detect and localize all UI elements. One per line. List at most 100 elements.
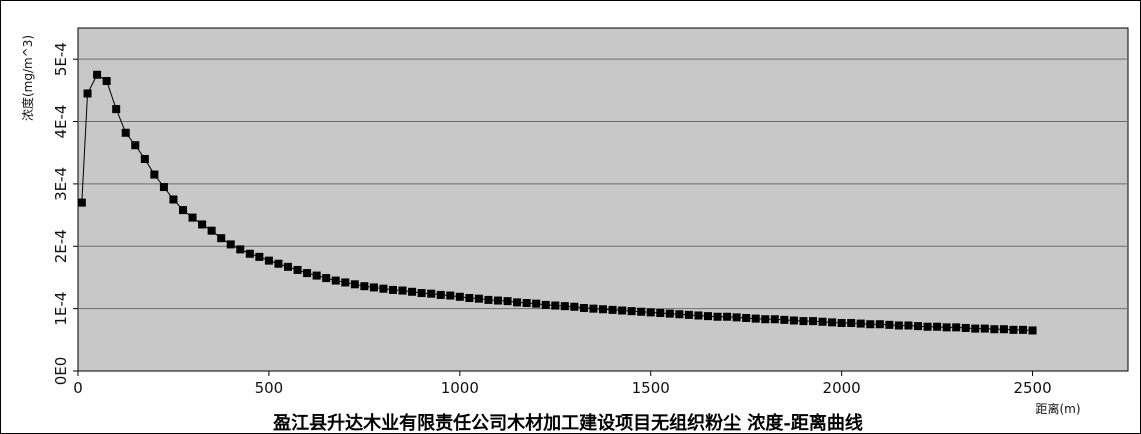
data-point: [446, 291, 455, 300]
data-point: [341, 278, 350, 287]
data-point: [93, 70, 102, 79]
data-point: [875, 320, 884, 329]
data-point: [579, 304, 588, 313]
data-point: [1019, 325, 1027, 334]
data-point: [665, 309, 674, 318]
grid-lines: [78, 58, 1128, 310]
data-point: [427, 289, 436, 298]
data-point: [150, 170, 159, 179]
data-point: [637, 307, 646, 316]
data-point: [494, 296, 502, 305]
data-point: [847, 318, 856, 327]
data-point: [761, 315, 770, 324]
data-point: [169, 195, 178, 204]
data-point: [217, 234, 226, 243]
data-point: [971, 324, 980, 333]
data-point: [694, 311, 703, 320]
data-point: [999, 325, 1008, 334]
data-point: [894, 321, 903, 330]
data-point: [436, 290, 445, 299]
data-point: [942, 323, 951, 332]
data-point: [904, 321, 913, 330]
data-point: [331, 276, 340, 285]
data-point: [264, 256, 273, 265]
data-point: [684, 310, 693, 319]
data-point: [961, 323, 970, 332]
data-point: [112, 105, 121, 114]
data-point: [522, 299, 531, 308]
data-point: [83, 89, 92, 98]
chart-title: 盈江县升达木业有限责任公司木材加工建设项目无组织粉尘 浓度-距离曲线: [272, 412, 863, 434]
data-point: [77, 198, 86, 207]
data-point: [732, 313, 741, 322]
data-point: [474, 294, 483, 303]
x-tick-label: 500: [255, 379, 284, 397]
data-point: [914, 322, 922, 331]
x-tick-label: 1500: [632, 379, 670, 397]
data-point: [303, 269, 312, 278]
plot-area: [77, 27, 1129, 372]
data-point: [723, 312, 732, 321]
data-point: [799, 317, 808, 326]
data-point: [226, 240, 235, 249]
data-point: [933, 322, 942, 331]
data-point: [503, 297, 512, 306]
data-point: [198, 220, 207, 229]
data-point: [866, 320, 875, 329]
data-point: [885, 320, 894, 329]
y-tick-label: 5E-4: [52, 42, 70, 76]
data-point: [532, 299, 541, 308]
data-point: [140, 154, 149, 163]
data-point: [1028, 326, 1037, 335]
data-point: [484, 295, 493, 304]
data-point: [513, 298, 522, 307]
data-point: [312, 271, 321, 280]
data-point: [236, 245, 245, 254]
data-point: [618, 306, 627, 315]
y-axis-label: 浓度(mg/m^3): [20, 35, 35, 121]
data-point: [856, 319, 865, 328]
data-point: [608, 305, 617, 314]
data-point: [770, 315, 779, 324]
data-point: [627, 307, 636, 316]
data-point: [742, 313, 751, 322]
data-point: [704, 312, 712, 321]
series-concentration: [77, 70, 1037, 335]
data-point: [828, 318, 837, 327]
data-point: [589, 304, 598, 313]
data-point: [379, 284, 388, 293]
data-point: [274, 259, 283, 268]
data-point: [713, 312, 722, 321]
data-point: [656, 309, 665, 317]
data-point: [179, 206, 187, 215]
data-point: [159, 183, 168, 192]
y-tick-label: 0E0: [52, 357, 70, 386]
y-tick-label: 4E-4: [52, 105, 70, 139]
data-point: [255, 252, 264, 261]
data-point: [646, 308, 655, 317]
data-point: [322, 274, 331, 283]
data-point: [599, 305, 607, 314]
data-point: [751, 314, 760, 323]
y-tick-label: 1E-4: [52, 292, 70, 326]
data-point: [923, 322, 932, 331]
data-point: [818, 317, 827, 326]
data-point: [360, 282, 369, 291]
data-point: [675, 310, 684, 319]
data-point: [293, 265, 302, 274]
data-point: [465, 294, 474, 303]
axes: 0E0 1E-4 2E-4 3E-4 4E-4 5E-4 0 500 1000 1500 2000 2…: [52, 42, 1052, 397]
data-point: [207, 226, 216, 235]
data-point: [102, 77, 111, 86]
data-point: [398, 286, 407, 295]
y-tick-label: 3E-4: [52, 167, 70, 201]
data-point: [990, 325, 999, 334]
data-point: [789, 316, 798, 325]
data-point: [1009, 325, 1018, 334]
data-point: [570, 302, 579, 311]
y-tick-label: 2E-4: [52, 229, 70, 263]
data-point: [245, 249, 254, 258]
data-point: [837, 318, 846, 327]
